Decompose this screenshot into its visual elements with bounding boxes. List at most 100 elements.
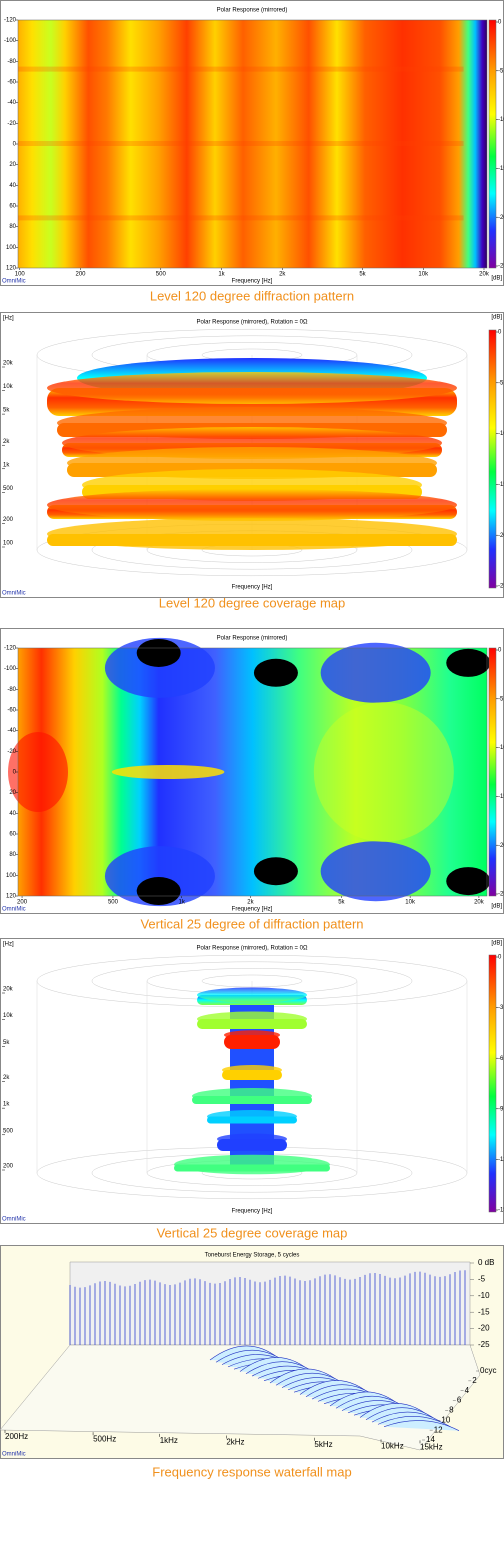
y-tick-label: -20 bbox=[7, 121, 16, 127]
heatmap-mid bbox=[313, 702, 454, 842]
heatmap-null bbox=[136, 877, 181, 906]
surface-band-top bbox=[217, 1133, 287, 1145]
caption: Level 120 degree diffraction pattern bbox=[150, 288, 354, 303]
colorbar-tick-label: -20 bbox=[498, 843, 504, 849]
colorbar-tick-label: -20 bbox=[498, 533, 504, 539]
y-tick-label: -25 bbox=[478, 1340, 490, 1349]
z-tick-label: 4 bbox=[465, 1386, 470, 1395]
z-tick-label: 2 bbox=[472, 1376, 477, 1385]
x-tick-label: 500 bbox=[156, 272, 167, 278]
colorbar-tick-label: -5 bbox=[498, 380, 504, 386]
y-tick-label: 10k bbox=[3, 384, 14, 390]
plot-border bbox=[17, 647, 488, 897]
y-tick-label: 2k bbox=[3, 439, 10, 445]
x-tick-label: 1kHz bbox=[160, 1436, 178, 1445]
colorbar-tick-label: -10 bbox=[498, 745, 504, 751]
colorbar-label: [dB] bbox=[491, 276, 502, 282]
y-tick-label: -80 bbox=[7, 687, 16, 693]
chart-title: Toneburst Energy Storage, 5 cycles bbox=[205, 1253, 300, 1259]
y-tick-label: 120 bbox=[6, 894, 17, 900]
heatmap-blue bbox=[320, 642, 431, 703]
y-tick-label: 120 bbox=[6, 266, 17, 272]
colorbar-tick-label: -25 bbox=[498, 584, 504, 590]
y-tick-label: 500 bbox=[3, 486, 14, 492]
y-tick-label: 100 bbox=[3, 541, 14, 547]
surface-band-top bbox=[47, 489, 457, 521]
colorbar-tick-label: -3 bbox=[498, 1005, 504, 1011]
x-axis-label: Frequency [Hz] bbox=[232, 907, 273, 913]
x-tick-label: 200 bbox=[17, 900, 28, 906]
y-tick-label: 20 bbox=[9, 162, 16, 168]
surface-band-top bbox=[174, 1154, 330, 1175]
colorbar-tick-label: -10 bbox=[498, 431, 504, 437]
y-tick-label: -120 bbox=[4, 18, 17, 24]
y-tick-label: 1k bbox=[3, 1102, 10, 1108]
heatmap-beam bbox=[111, 765, 225, 779]
colorbar-tick-label: -5 bbox=[498, 696, 504, 702]
heatmap-streak bbox=[18, 215, 464, 221]
x-tick-label: 2k bbox=[279, 272, 286, 278]
x-tick-label: 2k bbox=[247, 900, 254, 906]
caption: Vertical 25 degree of diffraction patter… bbox=[140, 916, 363, 931]
colorbar-label: [dB] bbox=[491, 315, 502, 321]
surface-band-top bbox=[47, 372, 457, 404]
y-tick-label: 100 bbox=[6, 873, 17, 879]
z-tick-label: 10 bbox=[441, 1415, 450, 1424]
y-tick-label: 10k bbox=[3, 1013, 14, 1019]
y-tick-label: 200 bbox=[3, 1164, 14, 1170]
y-tick-label: 5k bbox=[3, 1040, 10, 1046]
colorbar-tick-label: -15 bbox=[498, 794, 504, 800]
y-tick-label: 500 bbox=[3, 1128, 14, 1134]
colorbar bbox=[488, 329, 497, 589]
heatmap-streak bbox=[18, 141, 464, 146]
colorbar-tick-label: -15 bbox=[498, 166, 504, 172]
y-tick-label: 80 bbox=[9, 852, 16, 858]
surface-band-top bbox=[47, 518, 457, 550]
x-tick-label: 5kHz bbox=[314, 1440, 332, 1449]
y-tick-label: 80 bbox=[9, 224, 16, 230]
surface-band-top bbox=[222, 1065, 282, 1075]
colorbar bbox=[488, 954, 497, 1213]
y-tick-label: -60 bbox=[7, 80, 16, 86]
y-tick-label: 2k bbox=[3, 1075, 10, 1081]
y-tick-label: -100 bbox=[4, 38, 17, 44]
x-tick-label: 1k bbox=[218, 272, 225, 278]
x-tick-label: 200Hz bbox=[5, 1432, 28, 1441]
surface-band-top bbox=[207, 1110, 297, 1123]
x-axis-label: Frequency [Hz] bbox=[232, 279, 273, 285]
x-tick-label: 1k bbox=[179, 900, 186, 906]
heatmap-blue bbox=[320, 841, 431, 902]
heatmap-hot bbox=[8, 732, 68, 812]
y-tick-label: -20 bbox=[7, 749, 16, 755]
y-tick-label: -60 bbox=[7, 708, 16, 714]
x-tick-label: 500 bbox=[108, 900, 119, 906]
x-tick-label: 15kHz bbox=[420, 1442, 443, 1451]
heatmap-null bbox=[136, 638, 181, 667]
heatmap-null bbox=[253, 857, 298, 886]
y-tick-label: -15 bbox=[478, 1307, 490, 1316]
y-tick-label: 60 bbox=[9, 832, 16, 838]
x-tick-label: 5k bbox=[359, 272, 366, 278]
colorbar-tick-label: -9 bbox=[498, 1106, 504, 1112]
waterfall-slice bbox=[383, 1420, 460, 1431]
colorbar bbox=[488, 647, 497, 897]
surface-band-top bbox=[224, 1030, 280, 1040]
y-tick-label: 0 bbox=[13, 770, 17, 776]
source-label: OmniMic bbox=[2, 1217, 26, 1223]
x-tick-label: 500Hz bbox=[93, 1434, 116, 1443]
y-tick-label: 20k bbox=[3, 987, 14, 993]
x-tick-label: 200 bbox=[75, 272, 86, 278]
chart-title: Polar Response (mirrored), Rotation = 0Ω bbox=[196, 946, 308, 952]
heatmap-field bbox=[18, 20, 487, 268]
y-tick-label: 0 dB bbox=[478, 1258, 494, 1267]
chart-title: Polar Response (mirrored), Rotation = 0Ω bbox=[196, 320, 308, 326]
heatmap-null bbox=[446, 648, 491, 677]
heatmap-null bbox=[446, 867, 491, 896]
x-tick-label: 100 bbox=[15, 272, 26, 278]
y-unit: [Hz] bbox=[3, 316, 14, 322]
x-axis-label: Frequency [Hz] bbox=[232, 1209, 273, 1215]
y-tick-label: 60 bbox=[9, 204, 16, 210]
x-tick-label: 10k bbox=[405, 900, 416, 906]
x-tick-label: 20k bbox=[479, 272, 490, 278]
